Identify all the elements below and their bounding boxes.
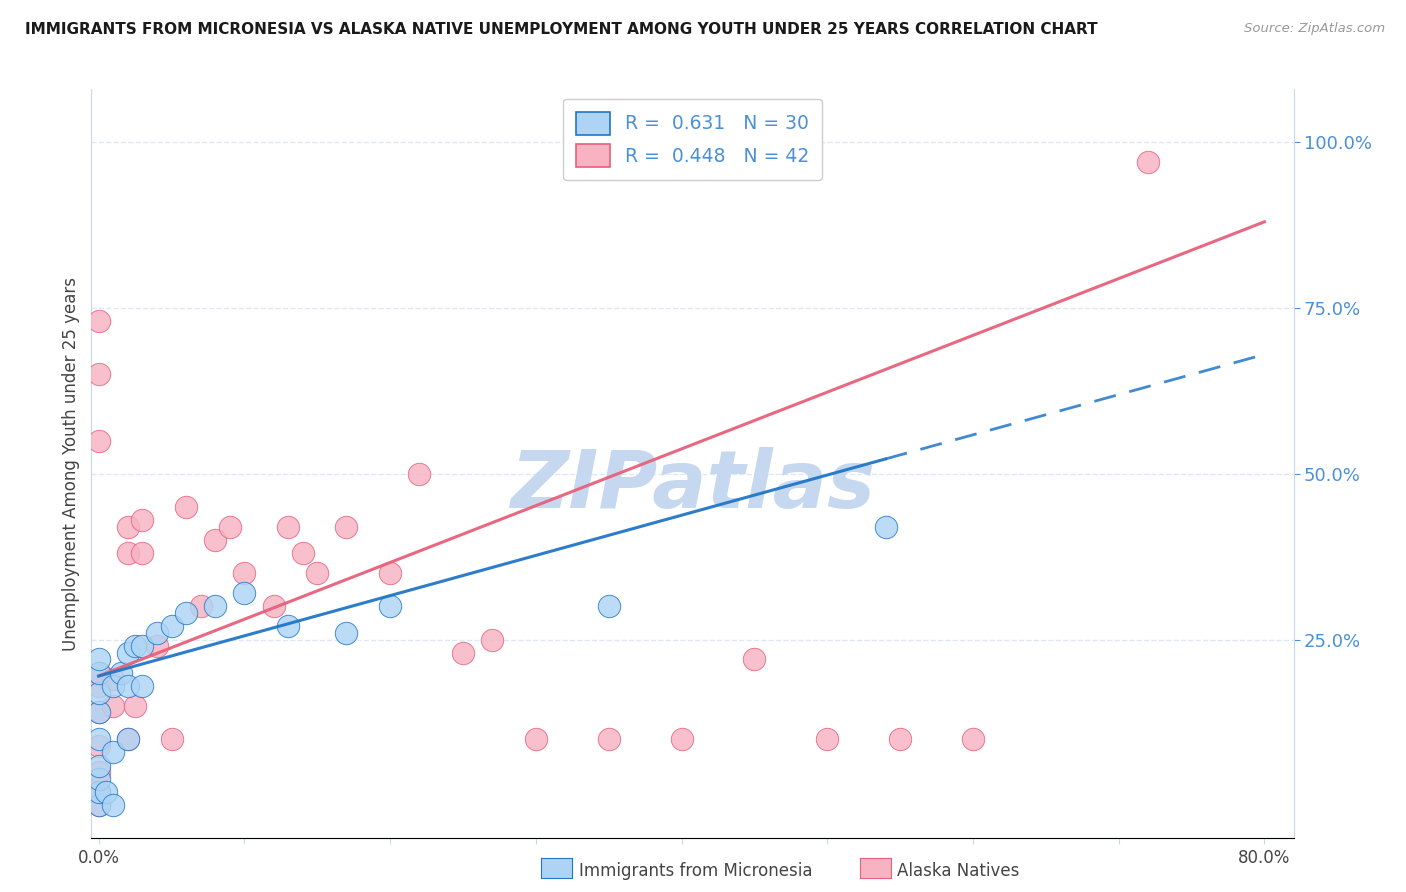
Point — [117, 679, 139, 693]
Point — [174, 500, 197, 514]
Legend: R =  0.631   N = 30, R =  0.448   N = 42: R = 0.631 N = 30, R = 0.448 N = 42 — [562, 99, 823, 180]
Point — [408, 467, 430, 481]
Point — [87, 652, 110, 666]
Point — [87, 314, 110, 328]
Point — [131, 546, 153, 560]
Point — [277, 520, 299, 534]
Point — [103, 745, 125, 759]
Point — [87, 368, 110, 382]
Y-axis label: Unemployment Among Youth under 25 years: Unemployment Among Youth under 25 years — [62, 277, 80, 651]
Point — [87, 739, 110, 753]
Point — [962, 731, 984, 746]
Point — [87, 798, 110, 813]
Point — [103, 698, 125, 713]
Point — [124, 639, 146, 653]
Point — [110, 665, 132, 680]
Point — [233, 566, 256, 581]
Point — [117, 520, 139, 534]
Text: IMMIGRANTS FROM MICRONESIA VS ALASKA NATIVE UNEMPLOYMENT AMONG YOUTH UNDER 25 YE: IMMIGRANTS FROM MICRONESIA VS ALASKA NAT… — [25, 22, 1098, 37]
Point — [174, 606, 197, 620]
Point — [94, 785, 117, 799]
Point — [131, 513, 153, 527]
Point — [190, 599, 212, 614]
Point — [335, 520, 357, 534]
Point — [378, 566, 401, 581]
Point — [481, 632, 503, 647]
Point — [160, 619, 183, 633]
Text: Immigrants from Micronesia: Immigrants from Micronesia — [579, 862, 813, 880]
Point — [889, 731, 911, 746]
Point — [875, 520, 897, 534]
Point — [233, 586, 256, 600]
Point — [218, 520, 240, 534]
Point — [378, 599, 401, 614]
Point — [744, 652, 766, 666]
Text: ZIPatlas: ZIPatlas — [510, 447, 875, 525]
Point — [87, 772, 110, 786]
Text: Source: ZipAtlas.com: Source: ZipAtlas.com — [1244, 22, 1385, 36]
Point — [87, 679, 110, 693]
Point — [87, 706, 110, 720]
Point — [103, 798, 125, 813]
Point — [117, 646, 139, 660]
Point — [87, 798, 110, 813]
Point — [87, 665, 110, 680]
Point — [87, 665, 110, 680]
Point — [117, 731, 139, 746]
Point — [117, 546, 139, 560]
Point — [87, 785, 110, 799]
Point — [87, 731, 110, 746]
Point — [87, 765, 110, 780]
Point — [87, 434, 110, 448]
Point — [598, 599, 620, 614]
Point — [87, 706, 110, 720]
Point — [87, 758, 110, 772]
Point — [103, 673, 125, 687]
Point — [335, 626, 357, 640]
Point — [671, 731, 693, 746]
Point — [451, 646, 474, 660]
Point — [131, 639, 153, 653]
Point — [117, 731, 139, 746]
Point — [103, 679, 125, 693]
Point — [598, 731, 620, 746]
Point — [87, 785, 110, 799]
Point — [1136, 155, 1159, 169]
Point — [291, 546, 314, 560]
Point — [124, 698, 146, 713]
Point — [87, 685, 110, 699]
Point — [524, 731, 547, 746]
Point — [146, 639, 169, 653]
Point — [815, 731, 838, 746]
Point — [277, 619, 299, 633]
Point — [204, 599, 226, 614]
Point — [160, 731, 183, 746]
Point — [263, 599, 285, 614]
Text: Alaska Natives: Alaska Natives — [897, 862, 1019, 880]
Point — [131, 679, 153, 693]
Point — [146, 626, 169, 640]
Point — [307, 566, 329, 581]
Point — [204, 533, 226, 547]
